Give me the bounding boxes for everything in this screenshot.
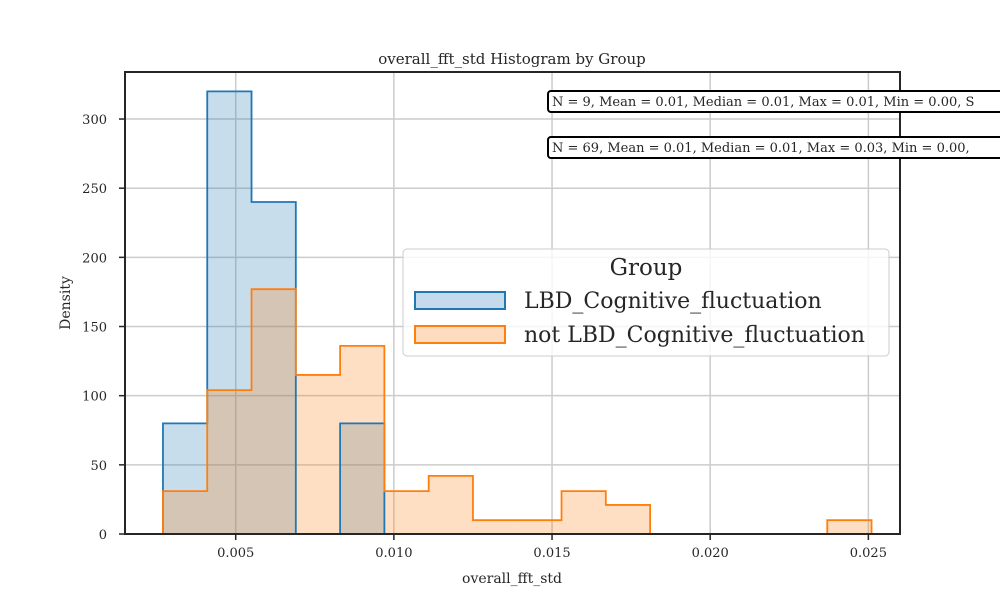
histogram-bar bbox=[251, 289, 296, 534]
stats-annotation-lbd: N = 9, Mean = 0.01, Median = 0.01, Max =… bbox=[547, 90, 1000, 113]
x-axis-label: overall_fft_std bbox=[462, 571, 562, 587]
stats-text-not-lbd: N = 69, Mean = 0.01, Median = 0.01, Max … bbox=[552, 141, 970, 156]
histogram-bar bbox=[428, 475, 473, 534]
histogram-bar bbox=[340, 423, 385, 534]
y-tick-label: 0 bbox=[99, 528, 107, 543]
histogram-bar bbox=[207, 91, 252, 535]
x-tick-label: 0.020 bbox=[692, 546, 729, 561]
histogram-bar bbox=[384, 491, 429, 534]
stats-annotation-not-lbd: N = 69, Mean = 0.01, Median = 0.01, Max … bbox=[547, 136, 1000, 159]
histogram-bar bbox=[605, 504, 651, 534]
y-tick-label: 250 bbox=[82, 182, 107, 197]
y-axis-label: Density bbox=[58, 276, 74, 330]
histogram-bar bbox=[162, 423, 208, 534]
histogram-outline-lbd bbox=[162, 90, 386, 535]
axes-frame bbox=[124, 71, 901, 535]
y-tick-label: 200 bbox=[82, 251, 107, 266]
legend-swatch-not-lbd bbox=[414, 325, 506, 344]
y-tick-label: 300 bbox=[82, 113, 107, 128]
histogram-bar bbox=[162, 491, 208, 534]
histogram-bar bbox=[340, 345, 385, 534]
y-tick-label: 100 bbox=[82, 390, 107, 405]
legend-swatch-lbd bbox=[414, 291, 506, 310]
histogram-bar bbox=[517, 520, 562, 534]
chart-title: overall_fft_std Histogram by Group bbox=[378, 50, 646, 68]
stats-box-not-lbd bbox=[547, 136, 1000, 159]
histogram-bar bbox=[207, 390, 252, 534]
histogram-bar bbox=[561, 491, 606, 534]
y-tick-label: 150 bbox=[82, 321, 107, 336]
stats-box-lbd bbox=[547, 90, 1000, 113]
legend-label-not-lbd: not LBD_Cognitive_fluctuation bbox=[524, 323, 865, 348]
legend: Group LBD_Cognitive_fluctuation not LBD_… bbox=[402, 248, 890, 357]
stats-text-lbd: N = 9, Mean = 0.01, Median = 0.01, Max =… bbox=[552, 95, 974, 110]
legend-frame bbox=[402, 248, 890, 357]
histogram-bar bbox=[472, 520, 518, 534]
x-tick-label: 0.015 bbox=[533, 546, 570, 561]
histogram-bar bbox=[295, 374, 341, 534]
x-tick-label: 0.010 bbox=[375, 546, 412, 561]
x-tick-label: 0.025 bbox=[850, 546, 887, 561]
legend-title: Group bbox=[610, 255, 683, 281]
legend-label-lbd: LBD_Cognitive_fluctuation bbox=[524, 289, 822, 314]
plot-area: 0.005 0.010 0.015 0.020 0.025 0 50 100 150 200 250… bbox=[82, 71, 901, 561]
y-tick-label: 50 bbox=[90, 459, 107, 474]
x-tick-label: 0.005 bbox=[217, 546, 254, 561]
histogram-bar bbox=[827, 520, 872, 534]
histogram-bar bbox=[251, 202, 296, 534]
